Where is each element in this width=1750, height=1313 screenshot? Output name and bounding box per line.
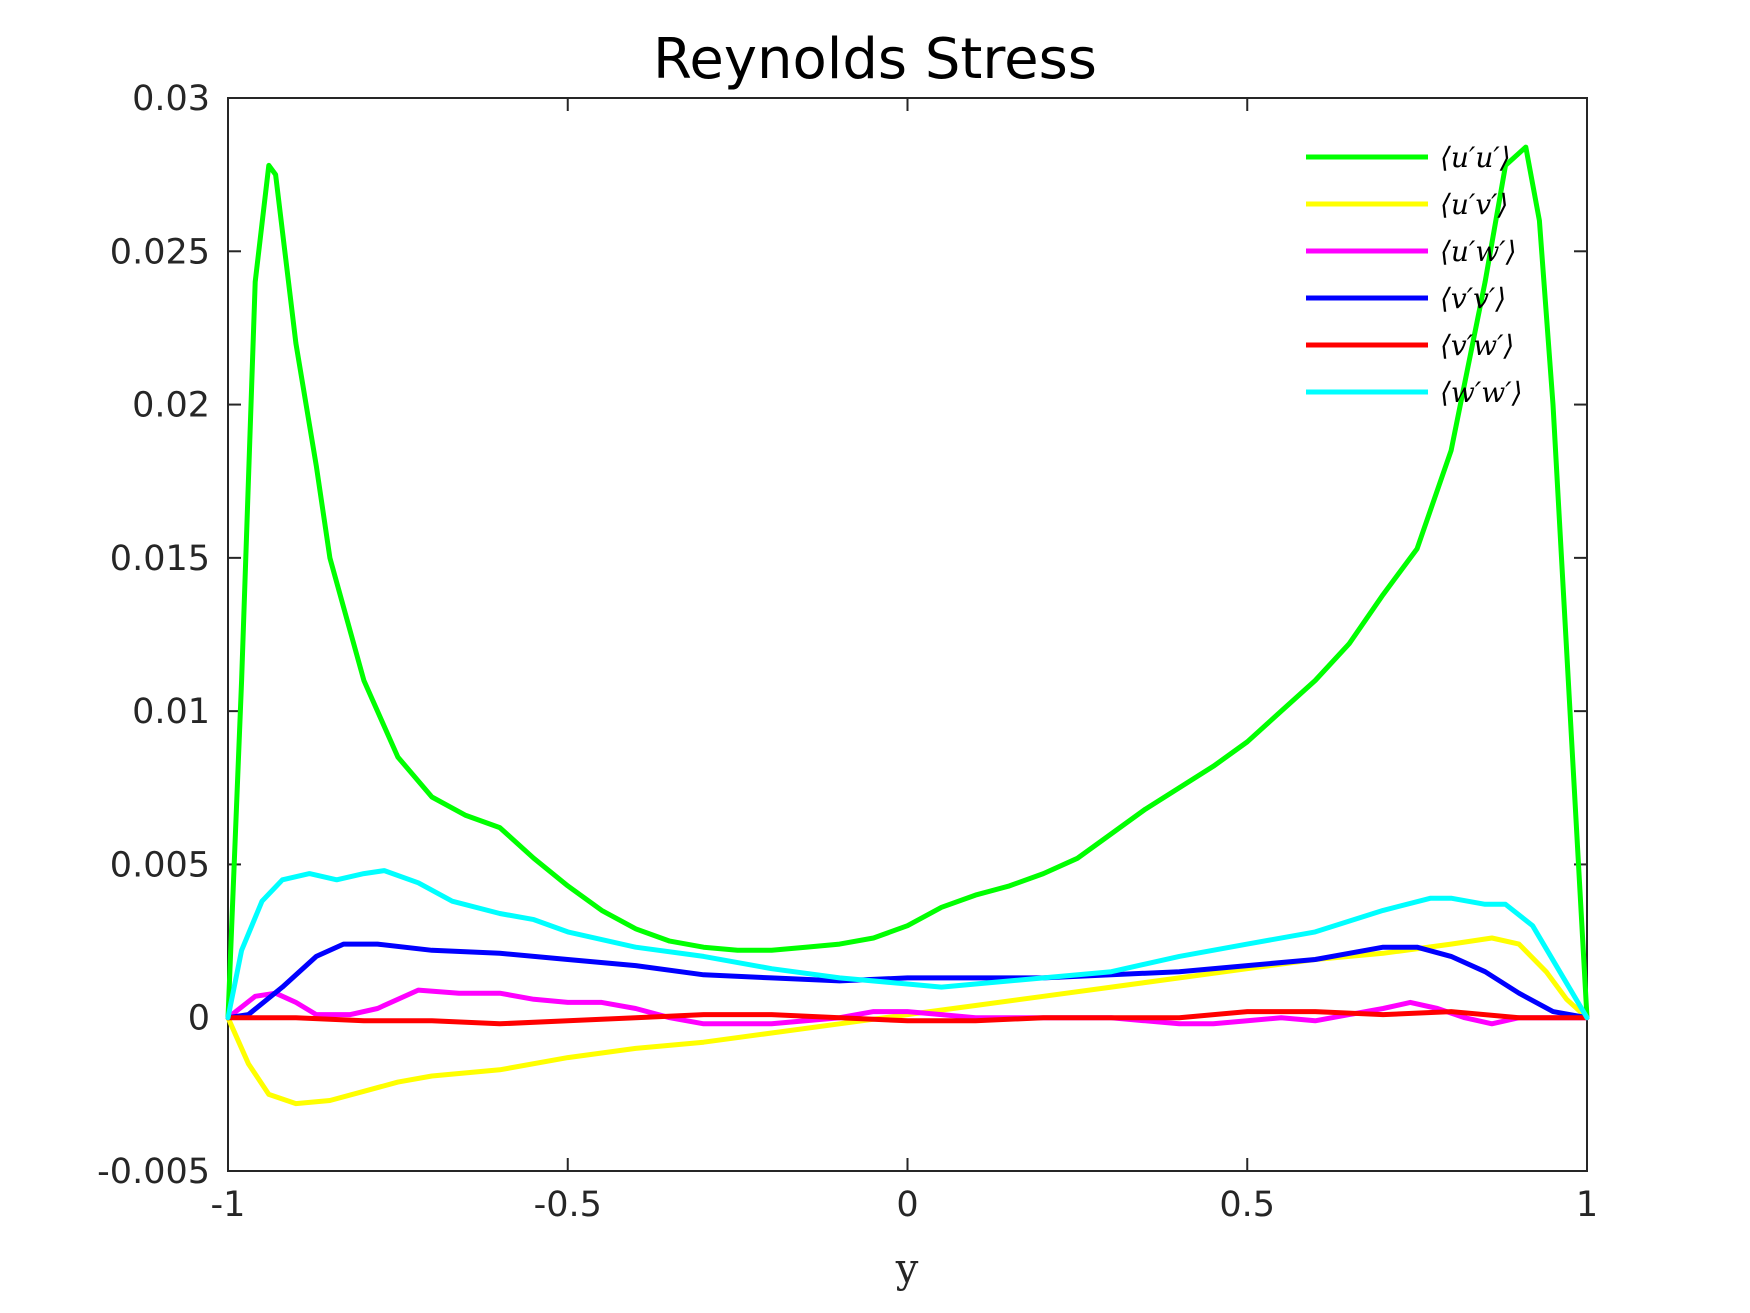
legend: ⟨u′u′⟩ ⟨u′v′⟩ ⟨u′w′⟩ ⟨v′v′⟩ ⟨v′w′⟩ ⟨w′w′⟩: [1306, 141, 1523, 409]
y-tick-label: 0.03: [132, 79, 210, 119]
series-line-4: [225, 1009, 1590, 1027]
axis-tick-labels: -1 -0.5 0 0.5 1 -0.005 0 0.005 0.01 0.015 0.02 0.02…: [97, 79, 1598, 1225]
y-tick-label: 0.01: [132, 692, 210, 732]
legend-label-5: ⟨w′w′⟩: [1440, 376, 1523, 409]
series-line-2: [225, 987, 1590, 1027]
legend-label-0: ⟨u′u′⟩: [1440, 141, 1511, 174]
x-axis-label: y: [895, 1246, 919, 1292]
legend-label-2: ⟨u′w′⟩: [1440, 235, 1517, 268]
series-lines: [225, 144, 1590, 1107]
series-line-0: [225, 144, 1590, 1021]
y-tick-label: 0.005: [110, 845, 210, 885]
x-tick-label: 0.5: [1219, 1185, 1275, 1225]
x-tick-label: 1: [1576, 1185, 1598, 1225]
x-tick-label: -1: [211, 1185, 246, 1225]
x-tick-label: 0: [896, 1185, 918, 1225]
legend-label-4: ⟨v′w′⟩: [1440, 329, 1514, 362]
legend-label-1: ⟨u′v′⟩: [1440, 188, 1508, 221]
x-tick-label: -0.5: [534, 1185, 602, 1225]
y-tick-label: 0.025: [110, 232, 210, 272]
y-tick-label: 0.015: [110, 539, 210, 579]
chart-title: Reynolds Stress: [653, 27, 1097, 92]
series-line-5: [225, 868, 1590, 1021]
y-tick-label: 0: [188, 999, 210, 1039]
legend-label-3: ⟨v′v′⟩: [1440, 282, 1506, 315]
y-tick-label: 0.02: [132, 386, 210, 426]
y-tick-label: -0.005: [97, 1152, 210, 1192]
series-line-3: [225, 941, 1590, 1021]
